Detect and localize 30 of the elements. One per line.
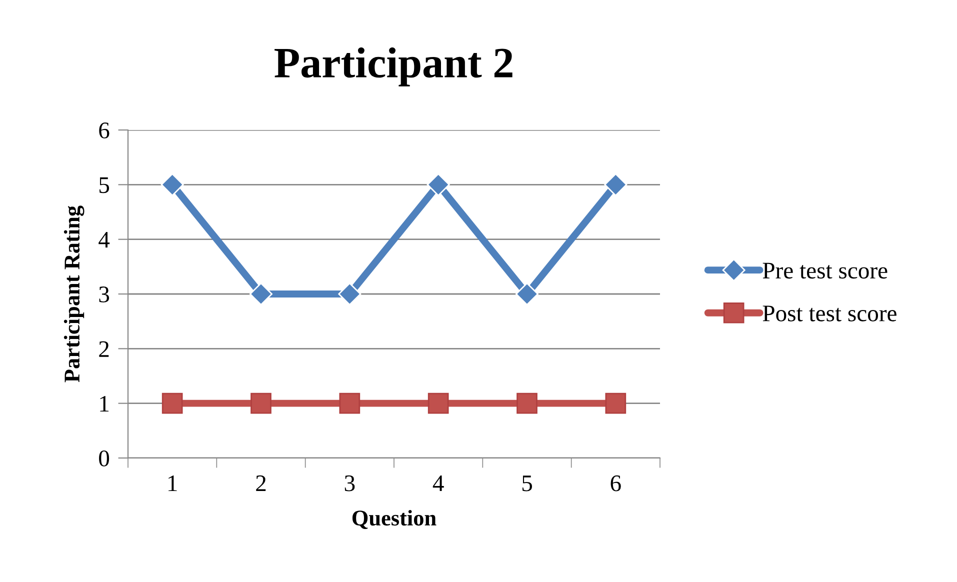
point <box>338 282 362 306</box>
chart-title: Participant 2 <box>274 47 512 86</box>
point <box>428 392 449 414</box>
y-tick-label: 6 <box>99 122 110 138</box>
point <box>160 173 184 196</box>
point <box>426 173 450 196</box>
y-tick-label: 0 <box>99 450 110 466</box>
y-tick-label: 3 <box>99 286 110 302</box>
x-tick-label: 2 <box>256 475 266 492</box>
x-tick-label: 4 <box>432 476 444 492</box>
legend-label: Pre test score <box>762 262 888 279</box>
point <box>250 282 272 306</box>
x-axis-title: Question <box>352 510 436 529</box>
y-axis-title: Participant Rating <box>64 206 84 382</box>
y-tick-label: 4 <box>98 232 110 248</box>
point <box>604 173 628 196</box>
legend-label: Post test score <box>762 306 896 322</box>
point <box>516 282 538 306</box>
point <box>605 392 626 414</box>
y-tick-label: 2 <box>99 341 109 357</box>
point <box>516 392 538 414</box>
y-tick-label: 5 <box>100 177 110 194</box>
x-tick-label: 5 <box>522 476 532 492</box>
y-tick-label: 1 <box>100 396 109 412</box>
point <box>162 392 183 414</box>
point <box>250 392 272 414</box>
point <box>339 392 360 414</box>
x-tick-label: 3 <box>344 475 355 492</box>
x-tick-label: 1 <box>168 475 177 492</box>
x-tick-label: 6 <box>610 475 621 492</box>
